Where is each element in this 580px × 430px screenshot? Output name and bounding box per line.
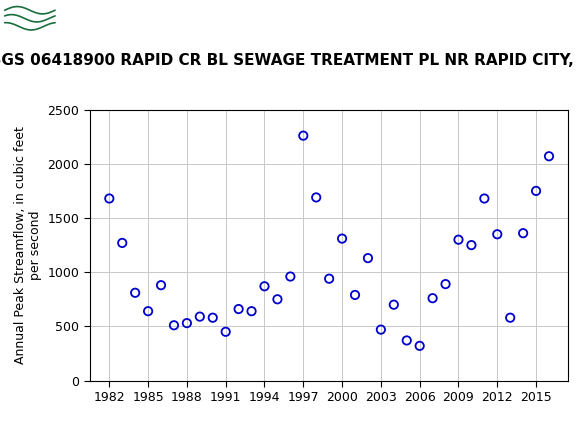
Text: USGS 06418900 RAPID CR BL SEWAGE TREATMENT PL NR RAPID CITY, SD: USGS 06418900 RAPID CR BL SEWAGE TREATME…	[0, 53, 580, 68]
Point	[234, 306, 243, 313]
FancyBboxPatch shape	[3, 3, 58, 34]
Point	[519, 230, 528, 236]
Point	[143, 308, 153, 315]
Point	[118, 240, 127, 246]
Point	[492, 231, 502, 238]
Point	[376, 326, 386, 333]
Point	[338, 235, 347, 242]
Point	[157, 282, 166, 289]
Point	[415, 342, 425, 349]
Point	[247, 308, 256, 315]
Point	[363, 255, 372, 261]
Point	[273, 296, 282, 303]
Point	[195, 313, 205, 320]
Point	[506, 314, 515, 321]
Point	[221, 329, 230, 335]
Point	[104, 195, 114, 202]
Point	[325, 275, 334, 282]
Point	[311, 194, 321, 201]
Point	[208, 314, 218, 321]
Point	[182, 319, 191, 326]
Point	[441, 281, 450, 288]
Point	[531, 187, 541, 194]
Point	[454, 236, 463, 243]
Y-axis label: Annual Peak Streamflow, in cubic feet
per second: Annual Peak Streamflow, in cubic feet pe…	[14, 126, 42, 364]
Point	[389, 301, 398, 308]
Point	[428, 295, 437, 301]
Text: USGS: USGS	[61, 9, 116, 27]
Point	[402, 337, 411, 344]
Point	[169, 322, 179, 329]
Point	[299, 132, 308, 139]
Point	[260, 283, 269, 290]
Point	[130, 289, 140, 296]
Point	[480, 195, 489, 202]
Point	[545, 153, 554, 160]
Point	[350, 292, 360, 298]
Point	[286, 273, 295, 280]
Point	[467, 242, 476, 249]
